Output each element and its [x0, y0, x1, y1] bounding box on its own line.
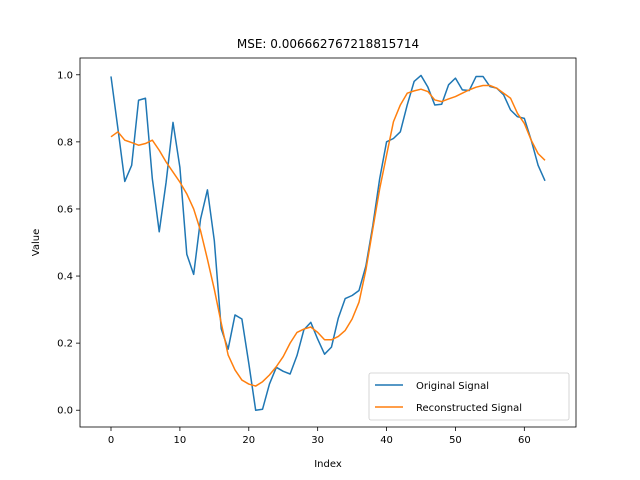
y-axis: 0.0 0.2 0.4 0.6 0.8 1.0	[57, 70, 80, 417]
series-line-reconstructed	[110, 84, 546, 387]
chart-title: MSE: 0.006662767218815714	[237, 37, 419, 51]
x-axis: 0 10 20 30 40 50 60	[108, 427, 531, 446]
x-tick-label: 10	[174, 435, 187, 446]
legend-box	[368, 372, 570, 421]
x-tick-label: 50	[449, 435, 462, 446]
y-tick-label: 0.2	[57, 339, 73, 350]
x-tick-label: 40	[380, 435, 393, 446]
y-tick-label: 0.6	[57, 204, 73, 215]
y-tick-label: 0.4	[57, 272, 73, 283]
series-lines	[110, 74, 546, 411]
plot-frame	[79, 57, 577, 428]
x-tick-label: 60	[518, 435, 531, 446]
legend-label-original: Original Signal	[416, 381, 489, 392]
y-tick-label: 0.0	[57, 406, 73, 417]
x-tick-label: 30	[311, 435, 324, 446]
legend-label-reconstructed: Reconstructed Signal	[416, 403, 522, 414]
y-axis-label: Value	[31, 229, 42, 256]
x-tick-label: 0	[108, 435, 114, 446]
y-tick-label: 1.0	[57, 70, 73, 81]
y-tick-label: 0.8	[57, 137, 73, 148]
legend: Original Signal Reconstructed Signal	[368, 372, 570, 421]
x-tick-label: 20	[242, 435, 255, 446]
x-axis-label: Index	[314, 459, 342, 470]
plot-area	[79, 57, 577, 428]
series-line-original	[110, 74, 546, 411]
